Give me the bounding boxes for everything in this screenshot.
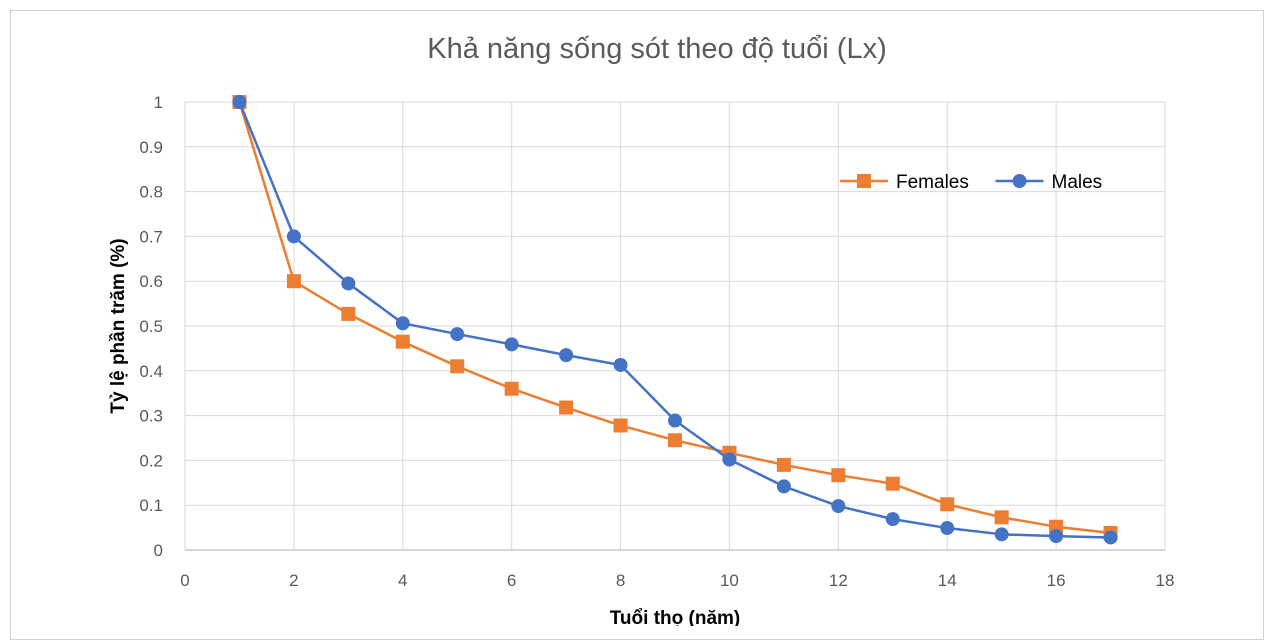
x-tick-label: 0 — [180, 571, 189, 590]
legend-label: Males — [1052, 172, 1103, 193]
data-point-marker — [722, 452, 737, 467]
data-point-marker — [940, 521, 955, 536]
x-axis-title: Tuổi thọ (năm) — [610, 608, 741, 626]
x-tick-label: 12 — [829, 571, 848, 590]
data-point-marker — [994, 527, 1009, 542]
series-males — [232, 95, 1118, 545]
data-point-marker — [395, 316, 410, 331]
data-point-marker — [668, 433, 682, 448]
data-point-marker — [831, 499, 846, 514]
axes: 00.10.20.30.40.50.60.70.80.910 2 4 6 8 10 12 14… — [139, 93, 1174, 590]
y-tick-label: 0.4 — [139, 362, 163, 381]
legend-marker — [857, 174, 871, 188]
legend-label: Females — [896, 172, 969, 193]
data-point-marker — [286, 229, 301, 244]
y-tick-label: 0.5 — [139, 317, 163, 336]
y-tick-label: 0.1 — [139, 496, 163, 515]
x-tick-label: 16 — [1047, 571, 1066, 590]
x-tick-label: 10 — [720, 571, 739, 590]
data-point-marker — [1103, 530, 1118, 545]
y-tick-label: 0.3 — [139, 407, 163, 426]
data-point-marker — [559, 348, 574, 363]
data-point-marker — [994, 510, 1009, 525]
y-tick-label: 0.7 — [139, 227, 163, 246]
data-point-marker — [776, 479, 791, 494]
y-tick-label: 1 — [154, 93, 163, 112]
data-point-marker — [232, 95, 247, 109]
legend-entry-males: Males — [995, 172, 1103, 193]
data-point-marker — [504, 337, 519, 352]
legend-entry-females: Females — [840, 172, 969, 193]
data-point-marker — [341, 276, 356, 291]
data-point-marker — [613, 357, 628, 372]
line-chart: Khả năng sống sót theo độ tuổi (Lx) 0 0.1… — [108, 33, 1174, 626]
x-tick-label: 8 — [616, 571, 625, 590]
data-point-marker — [885, 476, 900, 491]
series-females — [232, 95, 1118, 540]
x-tick-label: 4 — [398, 571, 407, 590]
data-point-marker — [831, 468, 846, 483]
legend-marker — [1012, 174, 1027, 188]
data-point-marker — [450, 327, 465, 342]
data-point-marker — [559, 400, 574, 415]
y-tick-label: 0.6 — [139, 272, 163, 291]
data-point-marker — [885, 512, 900, 527]
y-tick-label: 0.8 — [139, 183, 163, 202]
data-point-marker — [940, 497, 955, 512]
data-point-marker — [286, 274, 301, 289]
x-tick-label: 2 — [289, 571, 298, 590]
y-tick-label: 0.2 — [139, 451, 163, 470]
x-tick-label: 18 — [1156, 571, 1175, 590]
x-tick-label: 14 — [938, 571, 957, 590]
y-tick-label: 0 — [154, 541, 163, 560]
data-point-marker — [613, 418, 628, 433]
y-tick-label: 0.9 — [139, 138, 163, 157]
data-point-marker — [341, 306, 356, 321]
x-tick-label: 6 — [507, 571, 516, 590]
series-group — [232, 95, 1118, 545]
legend: Females Males — [840, 172, 1102, 193]
gridlines — [184, 101, 1166, 551]
data-point-marker — [395, 334, 410, 349]
data-point-marker — [1049, 529, 1064, 544]
data-point-marker — [450, 359, 465, 374]
chart-title: Khả năng sống sót theo độ tuổi (Lx) — [427, 33, 886, 65]
series-line — [238, 101, 1111, 535]
series-line — [238, 101, 1111, 539]
data-point-marker — [668, 413, 682, 428]
data-point-marker — [504, 381, 519, 396]
y-axis-title: Tỷ lệ phần trăm (%) — [108, 238, 129, 413]
data-point-marker — [776, 457, 791, 472]
